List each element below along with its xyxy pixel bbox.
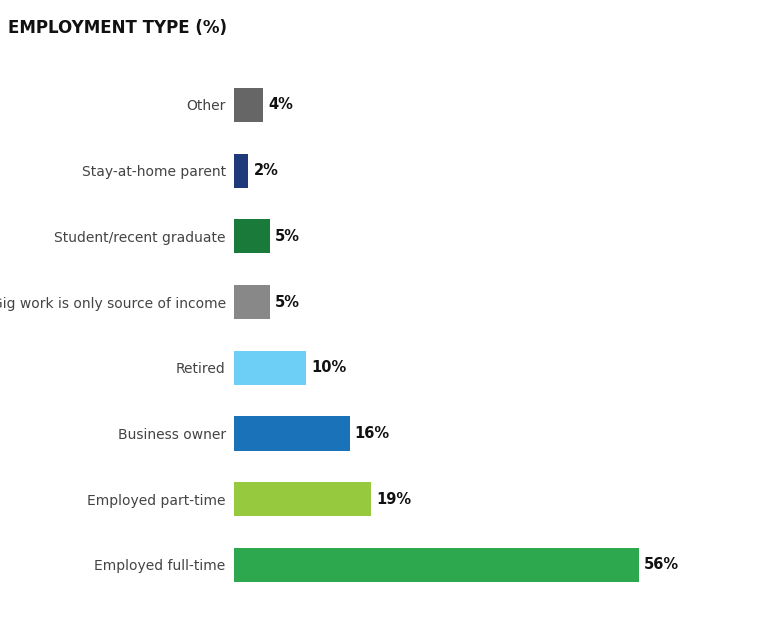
Text: 19%: 19% [377,492,412,507]
Text: 5%: 5% [275,295,300,310]
Bar [234,548,639,582]
Text: 2%: 2% [254,163,278,178]
Text: 10%: 10% [311,360,346,375]
Text: 4%: 4% [268,97,292,112]
Bar [234,88,263,122]
Bar [234,285,270,319]
Bar [234,351,307,385]
Text: EMPLOYMENT TYPE (%): EMPLOYMENT TYPE (%) [8,19,227,37]
Bar [234,416,349,451]
Text: 5%: 5% [275,229,300,244]
Bar [234,482,371,516]
Text: 16%: 16% [355,426,390,441]
Bar [234,154,249,188]
Bar [234,219,270,253]
Text: 56%: 56% [644,557,679,573]
